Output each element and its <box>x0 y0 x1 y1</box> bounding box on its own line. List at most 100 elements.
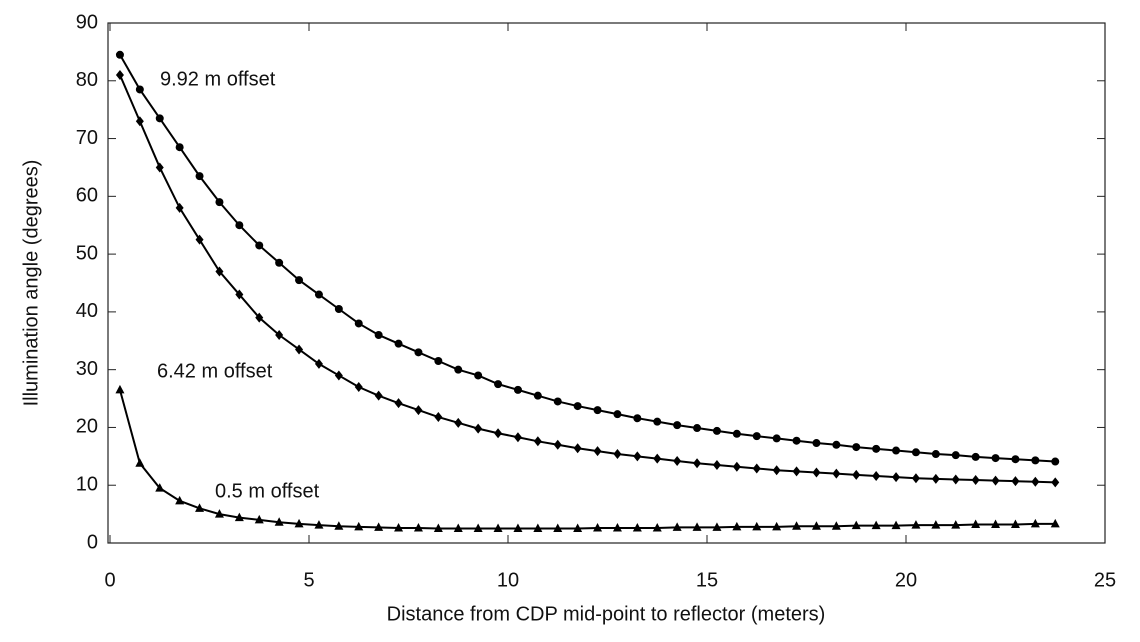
marker <box>573 402 582 411</box>
plot-frame <box>107 22 1106 544</box>
y-tick-label: 20 <box>76 416 98 438</box>
marker <box>653 417 662 426</box>
marker <box>214 509 224 518</box>
marker <box>811 521 821 530</box>
marker <box>892 446 901 455</box>
marker <box>971 475 980 486</box>
y-tick-label: 0 <box>87 531 98 553</box>
marker <box>334 305 343 313</box>
marker <box>891 520 901 530</box>
marker <box>732 429 741 438</box>
marker <box>474 423 483 434</box>
marker <box>294 518 304 528</box>
marker <box>672 522 682 531</box>
y-tick-label: 90 <box>76 11 98 33</box>
marker <box>135 85 144 94</box>
y-tick-label: 80 <box>76 69 98 91</box>
marker <box>215 266 224 277</box>
marker <box>513 385 522 394</box>
marker <box>494 428 503 439</box>
marker <box>414 348 423 357</box>
marker <box>931 520 941 529</box>
marker <box>752 432 761 441</box>
marker <box>1011 455 1020 464</box>
marker <box>215 198 224 207</box>
marker <box>752 521 762 531</box>
marker <box>195 172 204 181</box>
marker <box>195 503 205 512</box>
marker <box>553 523 563 533</box>
marker <box>314 520 324 529</box>
marker <box>474 371 483 380</box>
marker <box>872 470 881 481</box>
marker <box>314 358 323 369</box>
marker <box>951 520 961 529</box>
marker <box>951 451 960 460</box>
marker <box>255 312 264 323</box>
marker <box>115 384 125 394</box>
marker <box>175 202 184 213</box>
x-tick-label: 15 <box>696 569 718 591</box>
marker <box>931 450 940 459</box>
marker <box>354 382 363 392</box>
marker <box>1051 477 1060 488</box>
marker <box>851 520 861 530</box>
marker <box>573 443 582 454</box>
marker <box>812 467 821 478</box>
marker <box>832 440 841 449</box>
marker <box>195 234 204 245</box>
marker <box>334 370 343 381</box>
series-label: 9.92 m offset <box>160 68 276 90</box>
marker <box>255 241 264 250</box>
marker <box>374 522 384 531</box>
marker <box>613 449 622 460</box>
marker <box>374 390 383 401</box>
marker <box>1031 456 1040 465</box>
marker <box>235 221 244 230</box>
marker <box>473 523 483 533</box>
marker <box>175 495 185 505</box>
marker <box>991 475 1000 486</box>
marker <box>533 391 542 400</box>
marker <box>1030 518 1040 528</box>
marker <box>494 380 503 389</box>
marker <box>871 520 881 530</box>
marker <box>175 143 184 152</box>
marker <box>772 521 782 531</box>
series-label: 6.42 m offset <box>157 360 273 382</box>
marker <box>275 258 284 267</box>
marker <box>413 522 423 532</box>
marker <box>692 522 702 531</box>
marker <box>254 514 264 524</box>
marker <box>513 523 523 533</box>
marker <box>593 406 602 415</box>
marker <box>533 523 543 533</box>
marker <box>732 461 741 472</box>
marker <box>295 344 304 355</box>
marker <box>612 522 622 532</box>
marker <box>115 50 124 59</box>
marker <box>454 365 463 374</box>
marker <box>1051 457 1060 466</box>
marker <box>732 521 742 531</box>
marker <box>792 436 801 445</box>
x-tick-label: 20 <box>895 569 917 591</box>
marker <box>493 523 503 533</box>
marker <box>772 465 781 476</box>
series-line <box>119 74 1056 484</box>
y-tick-label: 50 <box>76 242 98 264</box>
marker <box>633 451 642 462</box>
series-label: 0.5 m offset <box>215 480 320 502</box>
x-tick-label: 5 <box>303 569 314 591</box>
x-tick-label: 0 <box>104 569 115 591</box>
y-tick-label: 10 <box>76 474 98 496</box>
marker <box>354 319 363 328</box>
marker <box>911 520 921 529</box>
marker <box>354 521 364 531</box>
marker <box>115 70 124 80</box>
marker <box>752 463 761 474</box>
marker <box>235 289 244 300</box>
marker <box>1031 476 1040 487</box>
marker <box>693 458 702 469</box>
